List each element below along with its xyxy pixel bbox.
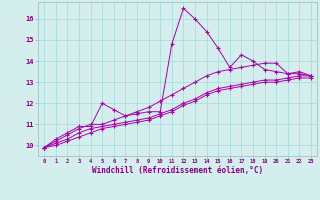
X-axis label: Windchill (Refroidissement éolien,°C): Windchill (Refroidissement éolien,°C) — [92, 166, 263, 175]
